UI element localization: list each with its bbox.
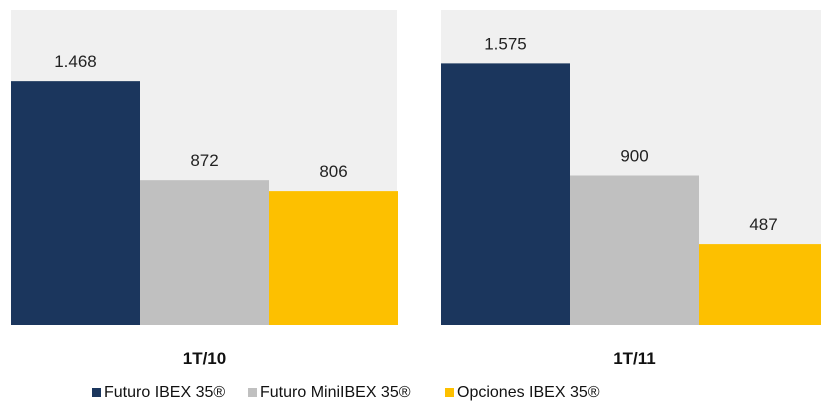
data-label: 900 (620, 147, 648, 166)
legend-swatch (445, 388, 454, 397)
legend-label: Futuro IBEX 35® (104, 384, 225, 401)
bar-2-3 (699, 244, 821, 325)
legend: Futuro IBEX 35® Futuro MiniIBEX 35® Opcion… (92, 384, 600, 401)
data-label: 487 (749, 215, 777, 234)
legend-label: Opciones IBEX 35® (457, 384, 600, 401)
category-label: 1T/10 (183, 349, 226, 368)
bar-2-1 (441, 63, 570, 325)
data-label: 806 (319, 162, 347, 181)
panel-1: 1.468 872 806 1T/10 (11, 10, 398, 368)
legend-item-3: Opciones IBEX 35® (445, 384, 600, 401)
legend-swatch (92, 388, 101, 397)
bar-1-3 (269, 191, 398, 325)
legend-swatch (248, 388, 257, 397)
legend-item-2: Futuro MiniIBEX 35® (248, 384, 411, 401)
data-label: 1.575 (484, 34, 527, 53)
panel-2: 1.575 900 487 1T/11 (441, 10, 821, 368)
bar-1-2 (140, 180, 269, 325)
legend-label: Futuro MiniIBEX 35® (260, 384, 411, 401)
data-label: 872 (190, 151, 218, 170)
bar-2-2 (570, 175, 699, 325)
bar-1-1 (11, 81, 140, 325)
data-label: 1.468 (54, 52, 97, 71)
legend-item-1: Futuro IBEX 35® (92, 384, 225, 401)
category-label: 1T/11 (613, 349, 656, 368)
